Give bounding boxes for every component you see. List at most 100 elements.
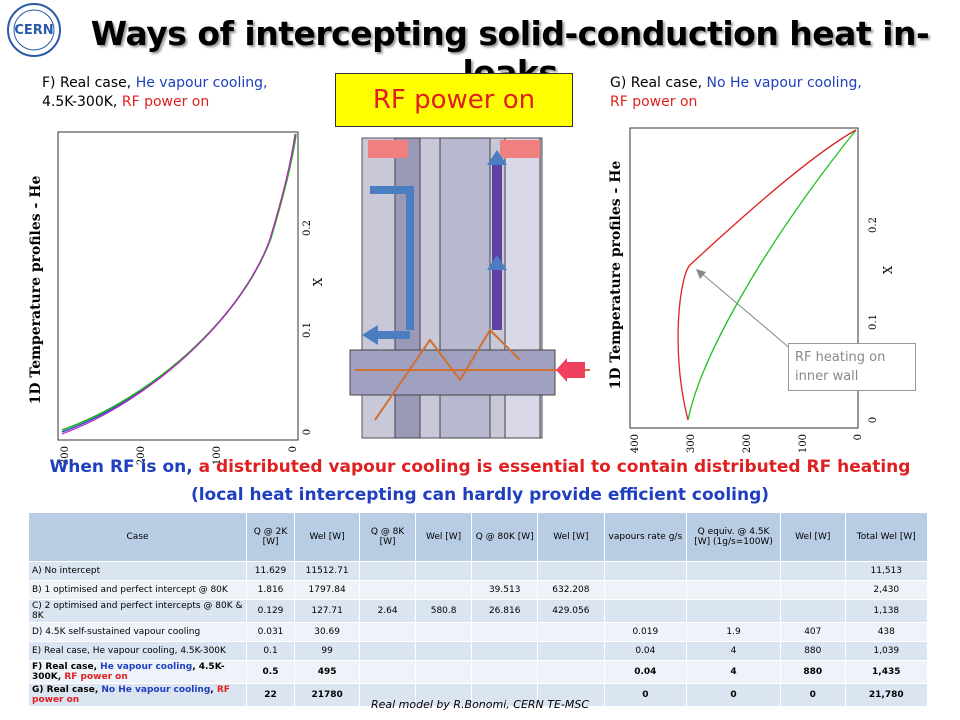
table-row: B) 1 optimised and perfect intercept @ 8… (27, 580, 929, 600)
table-cell: 0.019 (603, 622, 688, 642)
table-cell (537, 660, 605, 684)
tick-label: 200 (742, 434, 753, 453)
table-cell: G) Real case, No He vapour cooling, RF p… (27, 683, 248, 707)
x-label: X (881, 265, 895, 274)
table-cell: 4 (686, 660, 781, 684)
table-cell: 11,513 (844, 561, 929, 581)
table-cell: 2,430 (844, 580, 929, 600)
table-cell: 880 (780, 641, 846, 661)
header-cell: Wel [W] (414, 512, 473, 562)
table-cell: 495 (293, 660, 361, 684)
table-cell: 407 (780, 622, 846, 642)
table-cell: F) Real case, He vapour cooling, 4.5K-30… (27, 660, 248, 684)
table-cell: 0 (780, 683, 846, 707)
tick-label: 0.1 (868, 314, 879, 330)
table-cell (780, 580, 846, 600)
tick-label: 400 (630, 434, 641, 453)
table-cell: 4 (686, 641, 781, 661)
caption-part: 4.5K-300K, (42, 94, 122, 110)
cell-part: He vapour cooling (100, 662, 193, 672)
table-cell: 11.629 (246, 561, 295, 581)
table-cell (780, 599, 846, 623)
logo-text: CERN (14, 23, 53, 38)
table-row: D) 4.5K self-sustained vapour cooling 0.0… (27, 622, 929, 642)
header-cell: Q equiv. @ 4.5K [W] (1g/s=100W) (686, 512, 781, 562)
table-cell (414, 683, 473, 707)
header-cell: Q @ 8K [W] (359, 512, 416, 562)
tick-label: 0.2 (868, 217, 879, 233)
table-cell: 0.031 (246, 622, 295, 642)
tick-label: 0 (853, 434, 864, 440)
table-row: C) 2 optimised and perfect intercepts @ … (27, 599, 929, 623)
plot-f: 1D Temperature profiles - He X 300 200 100… (28, 131, 325, 465)
header-cell: Total Wel [W] (844, 512, 929, 562)
caption-part: G) Real case, (610, 75, 707, 91)
message-line: (local heat intercepting can hardly prov… (190, 485, 770, 505)
table-row: E) Real case, He vapour cooling, 4.5K-30… (27, 641, 929, 661)
caption-part: He vapour cooling, (135, 75, 268, 91)
table-cell (414, 622, 473, 642)
tick-label: 0.2 (302, 220, 313, 236)
tick-label: 200 (136, 446, 147, 465)
table-cell: 438 (844, 622, 929, 642)
table-cell (603, 580, 688, 600)
table-cell: 880 (780, 660, 846, 684)
tick-label: 0 (868, 417, 879, 423)
table-cell: 30.69 (293, 622, 361, 642)
table-cell: 21780 (293, 683, 361, 707)
table-cell: 21,780 (844, 683, 929, 707)
header-cell: vapours rate g/s (603, 512, 688, 562)
tick-label: 0 (288, 446, 299, 452)
table-cell (603, 561, 688, 581)
table-cell: 39.513 (471, 580, 539, 600)
table-cell: B) 1 optimised and perfect intercept @ 8… (27, 580, 248, 600)
header-cell: Case (27, 512, 248, 562)
x-label: X (311, 277, 325, 286)
y-label: 1D Temperature profiles - He (28, 176, 44, 405)
table-cell (471, 660, 539, 684)
table-cell: E) Real case, He vapour cooling, 4.5K-30… (27, 641, 248, 661)
message-part: a distributed vapour cooling is essentia… (192, 457, 911, 477)
cell-part: No He vapour cooling (101, 685, 211, 695)
header-cell: Wel [W] (537, 512, 605, 562)
header-cell: Q @ 80K [W] (471, 512, 539, 562)
table-cell (471, 683, 539, 707)
tick-label: 100 (798, 434, 809, 453)
table-cell (414, 641, 473, 661)
table-cell (414, 561, 473, 581)
table: Case Q @ 2K [W] Wel [W] Q @ 8K [W] Wel [W] Q … (27, 512, 929, 707)
table-cell (359, 580, 416, 600)
cell-part: , (210, 685, 217, 695)
table-cell: 1,039 (844, 641, 929, 661)
table-cell (686, 561, 781, 581)
cell-part: , 4.5K-300K, (32, 662, 225, 682)
table-row: F) Real case, He vapour cooling, 4.5K-30… (27, 660, 929, 684)
table-cell: 0.129 (246, 599, 295, 623)
tick-label: 300 (686, 434, 697, 453)
table-cell: 22 (246, 683, 295, 707)
table-cell: 99 (293, 641, 361, 661)
table-cell (537, 561, 605, 581)
tick-label: 300 (60, 446, 71, 465)
table-cell: 0 (603, 683, 688, 707)
header-cell: Wel [W] (780, 512, 846, 562)
logo: CERN (7, 3, 61, 57)
table-cell: 580.8 (414, 599, 473, 623)
table-cell (359, 641, 416, 661)
table-cell: 0.1 (246, 641, 295, 661)
diagram (349, 137, 590, 439)
table-cell (537, 622, 605, 642)
header-cell: Q @ 2K [W] (246, 512, 295, 562)
caption-part: RF power on (610, 94, 698, 110)
tick-label: 100 (212, 446, 223, 465)
annotation: RF heating on inner wall (788, 343, 916, 391)
caption-part: F) Real case, (42, 75, 136, 91)
caption-f: F) Real case, He vapour cooling, 4.5K-30… (42, 74, 332, 112)
table-cell (686, 580, 781, 600)
table-row: A) No intercept 11.629 11512.71 11,513 (27, 561, 929, 581)
table-cell: 1.816 (246, 580, 295, 600)
table-cell (471, 561, 539, 581)
table-row: G) Real case, No He vapour cooling, RF p… (27, 683, 929, 707)
table-cell: 11512.71 (293, 561, 361, 581)
